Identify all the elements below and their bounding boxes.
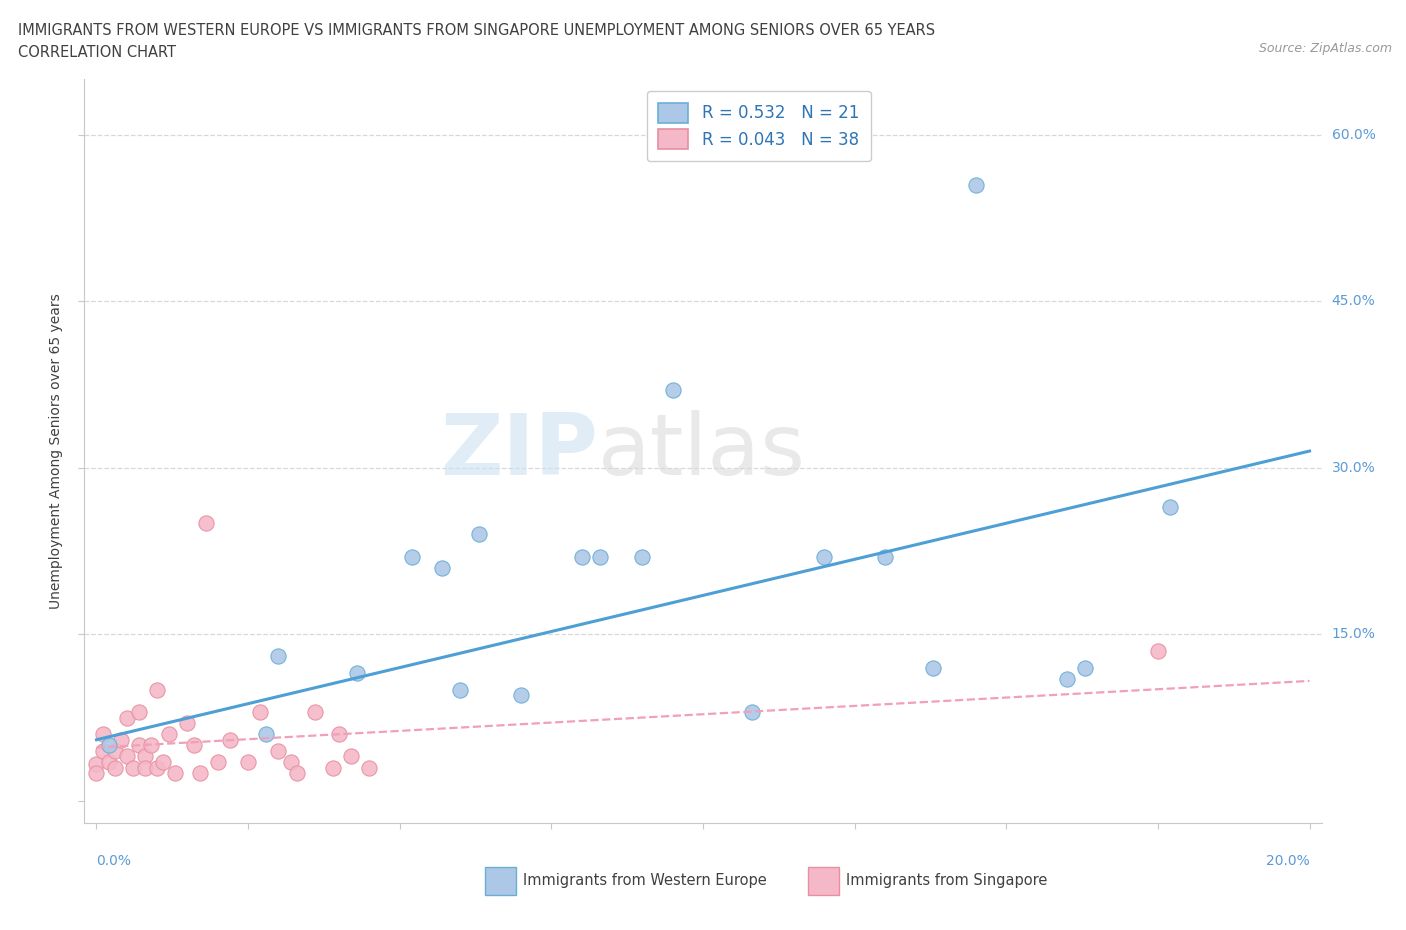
Text: ZIP: ZIP	[440, 409, 598, 493]
Point	[122, 760, 145, 775]
Point	[304, 705, 326, 720]
Point	[813, 549, 835, 564]
Text: 60.0%: 60.0%	[1331, 127, 1375, 141]
Point	[219, 732, 242, 747]
Point	[97, 737, 120, 752]
Point	[188, 765, 211, 780]
Point	[346, 666, 368, 681]
Point	[661, 382, 683, 397]
Point	[1159, 499, 1181, 514]
Point	[340, 749, 363, 764]
Point	[128, 705, 150, 720]
Point	[965, 177, 987, 192]
Point	[134, 760, 156, 775]
Point	[86, 757, 108, 772]
Point	[104, 743, 127, 758]
Point	[467, 527, 489, 542]
Point	[322, 760, 344, 775]
Point	[86, 765, 108, 780]
Point	[1074, 660, 1097, 675]
Legend: R = 0.532   N = 21, R = 0.043   N = 38: R = 0.532 N = 21, R = 0.043 N = 38	[647, 91, 870, 161]
Point	[249, 705, 271, 720]
Text: 0.0%: 0.0%	[97, 855, 132, 869]
Text: 20.0%: 20.0%	[1265, 855, 1309, 869]
Point	[922, 660, 945, 675]
Point	[139, 737, 162, 752]
Point	[165, 765, 187, 780]
Text: IMMIGRANTS FROM WESTERN EUROPE VS IMMIGRANTS FROM SINGAPORE UNEMPLOYMENT AMONG S: IMMIGRANTS FROM WESTERN EUROPE VS IMMIGR…	[18, 23, 935, 38]
Point	[97, 754, 120, 769]
Point	[280, 754, 302, 769]
Text: 15.0%: 15.0%	[1331, 627, 1375, 642]
Point	[589, 549, 612, 564]
Point	[146, 683, 169, 698]
Point	[267, 743, 290, 758]
Point	[401, 549, 423, 564]
Text: atlas: atlas	[598, 409, 806, 493]
Point	[267, 649, 290, 664]
Point	[104, 760, 127, 775]
Text: 30.0%: 30.0%	[1331, 460, 1375, 474]
Point	[115, 749, 138, 764]
Point	[432, 560, 454, 575]
Point	[236, 754, 259, 769]
Point	[91, 726, 114, 741]
Point	[631, 549, 654, 564]
Y-axis label: Unemployment Among Seniors over 65 years: Unemployment Among Seniors over 65 years	[49, 293, 63, 609]
Point	[115, 711, 138, 725]
Point	[285, 765, 308, 780]
Text: Immigrants from Singapore: Immigrants from Singapore	[846, 873, 1047, 888]
Point	[207, 754, 229, 769]
Point	[873, 549, 896, 564]
Point	[176, 716, 198, 731]
Point	[183, 737, 205, 752]
Point	[510, 688, 533, 703]
Point	[449, 683, 471, 698]
Point	[152, 754, 174, 769]
Text: Source: ZipAtlas.com: Source: ZipAtlas.com	[1258, 42, 1392, 55]
Point	[91, 743, 114, 758]
Text: CORRELATION CHART: CORRELATION CHART	[18, 45, 176, 60]
Point	[571, 549, 593, 564]
Point	[328, 726, 350, 741]
Point	[110, 732, 132, 747]
Text: Immigrants from Western Europe: Immigrants from Western Europe	[523, 873, 766, 888]
Point	[254, 726, 277, 741]
Point	[359, 760, 381, 775]
Point	[1056, 671, 1078, 686]
Point	[741, 705, 763, 720]
Point	[1147, 644, 1170, 658]
Point	[194, 516, 217, 531]
Point	[134, 749, 156, 764]
Point	[128, 737, 150, 752]
Text: 45.0%: 45.0%	[1331, 294, 1375, 308]
Point	[146, 760, 169, 775]
Point	[157, 726, 180, 741]
